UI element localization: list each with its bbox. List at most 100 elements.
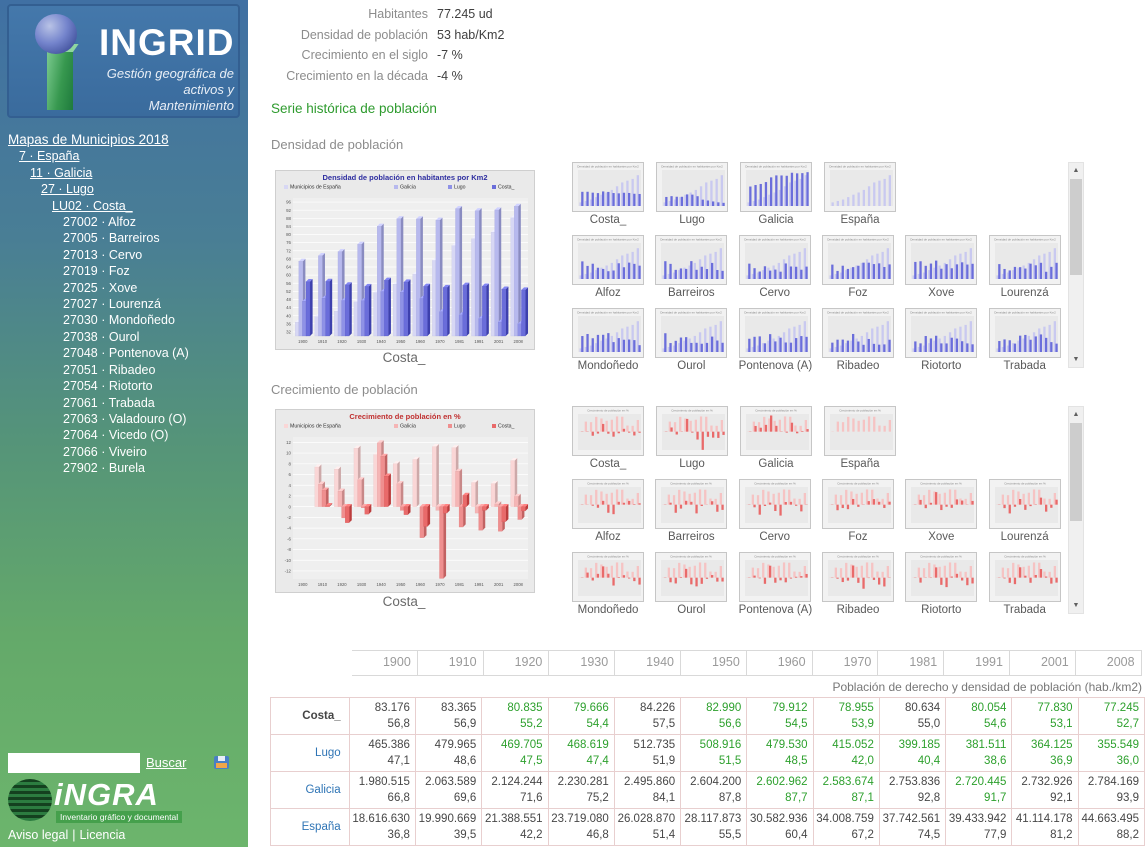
growth-thumbnail-España[interactable]: Crecimiento de población en % xyxy=(824,406,896,456)
growth-thumbnail-Ourol[interactable]: Crecimiento de población en % xyxy=(655,552,728,602)
density-thumbnail-Barreiros[interactable]: Densidad de población en habitantes por … xyxy=(655,235,728,285)
table-year-header: 1900 1910 1920 1930 1940 1950 1960 1970 1981 1991… xyxy=(270,650,1142,676)
density-thumbnail-España[interactable]: Densidad de población en habitantes por … xyxy=(824,162,896,212)
growth-thumbnail-Pontenova (A)[interactable]: Crecimiento de población en % xyxy=(738,552,811,602)
svg-text:Densidad de población en habit: Densidad de población en habitantes por … xyxy=(661,165,723,169)
aviso-legal-link[interactable]: Aviso legal xyxy=(8,828,69,842)
nav-item-13[interactable]: 27048 · Pontenova (A) xyxy=(63,346,189,361)
density-thumbnail-Lugo[interactable]: Densidad de población en habitantes por … xyxy=(656,162,728,212)
density-thumbnail-Alfoz[interactable]: Densidad de población en habitantes por … xyxy=(572,235,644,285)
growth-thumbnail-Mondoñedo[interactable]: Crecimiento de población en % xyxy=(572,552,644,602)
density-thumbnail-Foz[interactable]: Densidad de población en habitantes por … xyxy=(821,235,894,285)
growth-thumbnail-Lugo[interactable]: Crecimiento de población en % xyxy=(656,406,728,456)
nav-item-1[interactable]: 7 · España xyxy=(19,149,80,164)
growth-thumbnail-Alfoz[interactable]: Crecimiento de población en % xyxy=(572,479,644,529)
svg-text:Densidad de población en habit: Densidad de población en habitantes por … xyxy=(322,173,487,182)
nav-item-12[interactable]: 27038 · Ourol xyxy=(63,329,140,344)
thumbnail-label: Barreiros xyxy=(668,531,715,543)
nav-item-11[interactable]: 27030 · Mondoñedo xyxy=(63,313,175,328)
svg-text:Lugo: Lugo xyxy=(454,424,466,430)
nav-item-6[interactable]: 27005 · Barreiros xyxy=(63,231,160,246)
licencia-link[interactable]: Licencia xyxy=(79,828,126,842)
search-input[interactable] xyxy=(8,753,140,773)
svg-text:1970: 1970 xyxy=(435,339,445,344)
svg-text:6: 6 xyxy=(289,472,292,477)
thumbnail-label: Lugo xyxy=(679,214,705,226)
growth-thumbnail-Galicia[interactable]: Crecimiento de población en % xyxy=(740,406,812,456)
scroll-down-icon[interactable]: ▼ xyxy=(1072,602,1080,609)
search-button[interactable]: Buscar xyxy=(146,755,187,770)
nav-item-17[interactable]: 27063 · Valadouro (O) xyxy=(63,411,187,426)
thumbnail-label: Pontenova (A) xyxy=(738,604,813,616)
density-thumbnail-Ribadeo[interactable]: Densidad de población en habitantes por … xyxy=(821,308,894,358)
nav-item-3[interactable]: 27 · Lugo xyxy=(41,182,94,197)
population-cell: 34.008.759 67,2 xyxy=(812,808,880,846)
growth-thumbs-scrollbar[interactable]: ▲ ▼ xyxy=(1068,406,1084,614)
density-thumbnail-Riotorto[interactable]: Densidad de población en habitantes por … xyxy=(905,308,978,358)
density-thumbnail-Mondoñedo[interactable]: Densidad de población en habitantes por … xyxy=(572,308,644,358)
density-thumb-cell: Densidad de población en habitantes por … xyxy=(988,308,1072,372)
svg-text:Municipios de España: Municipios de España xyxy=(290,424,341,430)
thumbnail-label: Costa_ xyxy=(589,458,627,470)
scrollbar-thumb[interactable] xyxy=(1070,423,1082,521)
density-thumbnail-Galicia[interactable]: Densidad de población en habitantes por … xyxy=(740,162,812,212)
nav-item-9[interactable]: 27025 · Xove xyxy=(63,280,138,295)
nav-item-5[interactable]: 27002 · Alfoz xyxy=(63,215,136,230)
row-label-España[interactable]: España xyxy=(270,808,350,846)
scroll-up-icon[interactable]: ▲ xyxy=(1072,411,1080,418)
population-cell: 83.176 56,8 xyxy=(348,697,416,735)
year-header-cell: 2001 xyxy=(1009,650,1076,676)
thumbnail-label: Galicia xyxy=(758,214,794,226)
svg-text:Densidad de población en habit: Densidad de población en habitantes por … xyxy=(911,238,973,242)
population-cell: 83.365 56,9 xyxy=(414,697,483,735)
growth-thumbnail-Costa_[interactable]: Crecimiento de población en % xyxy=(572,406,644,456)
growth-thumbnail-Trabada[interactable]: Crecimiento de población en % xyxy=(988,552,1061,602)
svg-text:Crecimiento de población en %: Crecimiento de población en % xyxy=(587,555,629,559)
nav-item-0[interactable]: Mapas de Municipios 2018 xyxy=(8,132,169,147)
density-thumbs-scrollbar[interactable]: ▲ ▼ xyxy=(1068,162,1084,368)
nav-item-7[interactable]: 27013 · Cervo xyxy=(63,247,143,262)
year-header-cell: 1970 xyxy=(812,650,879,676)
nav-item-18[interactable]: 27064 · Vicedo (O) xyxy=(63,428,169,443)
nav-item-10[interactable]: 27027 · Lourenzá xyxy=(63,297,161,312)
scroll-down-icon[interactable]: ▼ xyxy=(1072,356,1080,363)
svg-text:32: 32 xyxy=(286,330,291,335)
nav-item-8[interactable]: 27019 · Foz xyxy=(63,264,130,279)
density-thumbnail-Xove[interactable]: Densidad de población en habitantes por … xyxy=(905,235,978,285)
stat-label: Habitantes xyxy=(368,7,428,21)
growth-thumbnail-Barreiros[interactable]: Crecimiento de población en % xyxy=(655,479,728,529)
nav-item-14[interactable]: 27051 · Ribadeo xyxy=(63,362,156,377)
density-thumb-cell: Densidad de población en habitantes por … xyxy=(572,162,656,226)
thumbnail-label: Riotorto xyxy=(921,604,962,616)
growth-thumbnail-Cervo[interactable]: Crecimiento de población en % xyxy=(738,479,811,529)
density-thumbnail-Trabada[interactable]: Densidad de población en habitantes por … xyxy=(988,308,1061,358)
growth-thumbnail-Lourenzá[interactable]: Crecimiento de población en % xyxy=(988,479,1061,529)
nav-item-19[interactable]: 27066 · Viveiro xyxy=(63,444,147,459)
svg-text:72: 72 xyxy=(286,248,291,253)
svg-text:1950: 1950 xyxy=(396,339,406,344)
density-thumbnail-Costa_[interactable]: Densidad de población en habitantes por … xyxy=(572,162,644,212)
density-thumbnail-Cervo[interactable]: Densidad de población en habitantes por … xyxy=(738,235,811,285)
save-icon[interactable] xyxy=(214,756,229,769)
nav-item-16[interactable]: 27061 · Trabada xyxy=(63,395,155,410)
scroll-up-icon[interactable]: ▲ xyxy=(1072,167,1080,174)
density-thumbnail-Pontenova (A)[interactable]: Densidad de población en habitantes por … xyxy=(738,308,811,358)
nav-item-15[interactable]: 27054 · Riotorto xyxy=(63,379,153,394)
scrollbar-thumb[interactable] xyxy=(1070,179,1082,275)
row-label-Lugo[interactable]: Lugo xyxy=(270,734,350,772)
row-label-Galicia[interactable]: Galicia xyxy=(270,771,350,809)
population-cell: 82.990 56,6 xyxy=(680,697,748,735)
growth-thumbnail-Ribadeo[interactable]: Crecimiento de población en % xyxy=(821,552,894,602)
nav-item-4[interactable]: LU02 · Costa_ xyxy=(52,198,133,213)
thumbnail-label: Ribadeo xyxy=(836,604,880,616)
growth-thumbnail-Foz[interactable]: Crecimiento de población en % xyxy=(821,479,894,529)
density-thumbnail-Ourol[interactable]: Densidad de población en habitantes por … xyxy=(655,308,728,358)
population-cell: 479.530 48,5 xyxy=(746,734,814,772)
nav-item-2[interactable]: 11 · Galicia xyxy=(30,165,93,180)
population-cell: 479.965 48,6 xyxy=(414,734,483,772)
growth-thumbnail-Xove[interactable]: Crecimiento de población en % xyxy=(905,479,978,529)
population-cell: 469.705 47,5 xyxy=(481,734,549,772)
growth-thumbnail-Riotorto[interactable]: Crecimiento de población en % xyxy=(905,552,978,602)
nav-item-20[interactable]: 27902 · Burela xyxy=(63,461,146,476)
density-thumbnail-Lourenzá[interactable]: Densidad de población en habitantes por … xyxy=(988,235,1061,285)
